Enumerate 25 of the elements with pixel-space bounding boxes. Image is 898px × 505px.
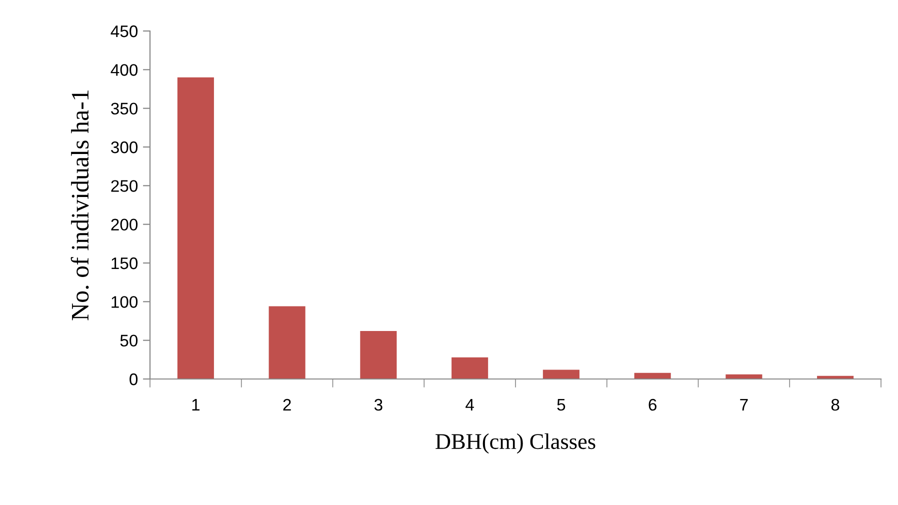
y-tick-label: 200 xyxy=(111,218,138,231)
y-tick-label: 100 xyxy=(112,296,138,308)
x-tick-label: 5 xyxy=(557,399,566,411)
y-tick-label: 300 xyxy=(111,141,138,154)
x-tick-label: 2 xyxy=(283,398,291,411)
bar xyxy=(452,357,488,379)
y-tick-label: 450 xyxy=(110,25,138,38)
x-axis-title: DBH(cm) Classes xyxy=(436,433,596,454)
bar xyxy=(360,331,397,379)
x-tick-label: 1 xyxy=(192,399,200,411)
y-tick-label: 350 xyxy=(111,102,138,115)
x-tick-label: 7 xyxy=(740,399,748,411)
bar xyxy=(268,306,306,379)
y-tick-label: 150 xyxy=(112,257,138,270)
x-tick-label: 6 xyxy=(648,398,656,411)
x-tick-label: 4 xyxy=(466,399,474,411)
y-tick-label: 50 xyxy=(120,334,138,347)
y-tick-label: 250 xyxy=(111,180,138,192)
bar xyxy=(177,77,214,379)
bar xyxy=(542,370,580,379)
x-tick-label: 8 xyxy=(831,398,840,411)
x-tick-label: 3 xyxy=(374,398,382,411)
y-tick-label: 0 xyxy=(130,373,138,386)
y-axis-title: No. of individuals ha-1 xyxy=(70,90,89,320)
y-tick-label: 400 xyxy=(110,64,138,76)
